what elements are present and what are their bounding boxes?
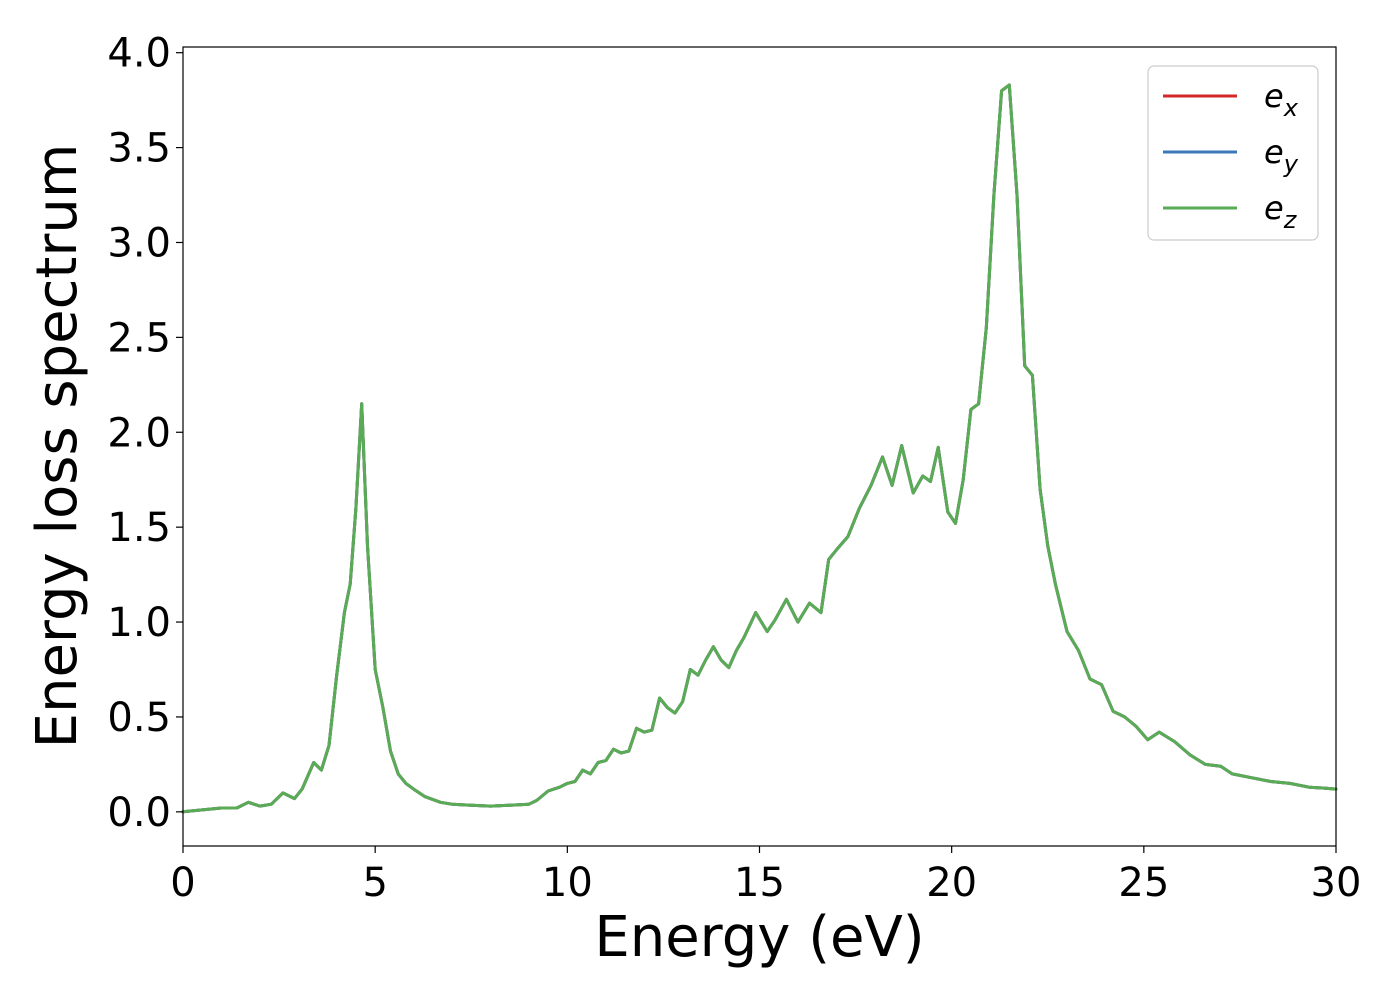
y-tick-label: 0.5 [107, 695, 171, 741]
y-axis: 0.0 0.5 1.0 1.5 2.0 2.5 3.0 3.5 4.0 [107, 31, 183, 836]
y-tick-label: 4.0 [107, 31, 171, 77]
series-line-ez [181, 83, 1338, 814]
y-tick-label: 0.0 [107, 790, 171, 836]
y-tick-label: 1.0 [107, 600, 171, 646]
x-tick-label: 5 [362, 860, 387, 906]
x-tick-label: 15 [734, 860, 785, 906]
x-tick-label: 0 [170, 860, 195, 906]
x-tick-label: 25 [1118, 860, 1169, 906]
y-tick-label: 2.0 [107, 410, 171, 456]
x-tick-label: 20 [926, 860, 977, 906]
x-axis-label: Energy (eV) [594, 905, 924, 970]
legend-label-ex: ex [1264, 77, 1299, 122]
legend: ex ey ez [1147, 65, 1319, 241]
x-tick-label: 30 [1311, 860, 1362, 906]
y-tick-label: 1.5 [107, 505, 171, 551]
y-tick-label: 2.5 [107, 315, 171, 361]
y-axis-label: Energy loss spectrum [25, 144, 90, 749]
y-tick-label: 3.0 [107, 220, 171, 266]
legend-label-ez: ez [1264, 189, 1298, 234]
x-axis: 0 5 10 15 20 25 30 [170, 846, 1361, 906]
x-tick-label: 10 [542, 860, 593, 906]
y-tick-label: 3.5 [107, 126, 171, 172]
series-layer [181, 83, 1338, 814]
legend-label-ey: ey [1264, 133, 1299, 178]
